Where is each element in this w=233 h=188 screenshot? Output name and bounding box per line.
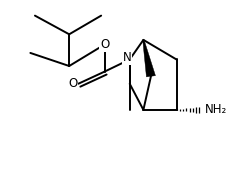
Text: NH₂: NH₂	[205, 103, 227, 116]
Polygon shape	[143, 40, 155, 77]
Text: O: O	[68, 77, 77, 90]
Text: N: N	[123, 51, 131, 64]
Text: O: O	[100, 38, 109, 51]
